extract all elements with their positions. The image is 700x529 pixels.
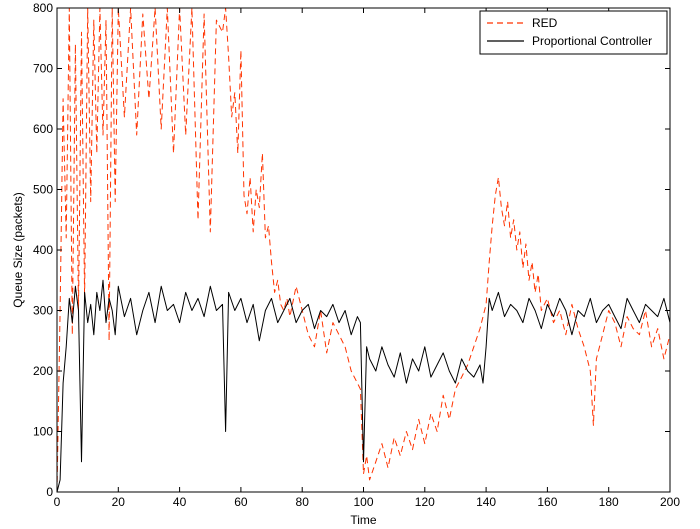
legend-label-red: RED: [532, 16, 558, 30]
y-axis-label: Queue Size (packets): [11, 192, 25, 307]
x-tick-label: 20: [112, 495, 126, 509]
x-tick-label: 0: [54, 495, 61, 509]
legend: RED Proportional Controller: [479, 10, 668, 55]
y-tick-label: 300: [33, 304, 53, 318]
axis-layer: 0 20 40 60 80 100 120 140 160 180 200 0 100 200 300 400…: [33, 1, 680, 509]
legend-box: [479, 10, 668, 55]
y-tick-label: 500: [33, 183, 53, 197]
series-line-proportional-controller: [56, 279, 671, 493]
y-tick-label: 0: [46, 485, 53, 499]
x-tick-label: 160: [537, 495, 557, 509]
x-tick-label: 60: [234, 495, 248, 509]
x-tick-label: 180: [599, 495, 619, 509]
x-tick-label: 200: [660, 495, 680, 509]
x-tick-label: 80: [296, 495, 310, 509]
x-tick-label: 100: [353, 495, 373, 509]
y-tick-label: 100: [33, 425, 53, 439]
y-tick-label: 200: [33, 364, 53, 378]
y-tick-label: 700: [33, 62, 53, 76]
y-tick-label: 600: [33, 122, 53, 136]
series-layer: [56, 7, 671, 493]
x-tick-label: 120: [415, 495, 435, 509]
y-tick-label: 400: [33, 243, 53, 257]
x-axis-label: Time: [350, 513, 377, 527]
x-tick-label: 140: [476, 495, 496, 509]
legend-label-proportional-controller: Proportional Controller: [532, 34, 652, 48]
x-tick-label: 40: [173, 495, 187, 509]
y-tick-label: 800: [33, 1, 53, 15]
